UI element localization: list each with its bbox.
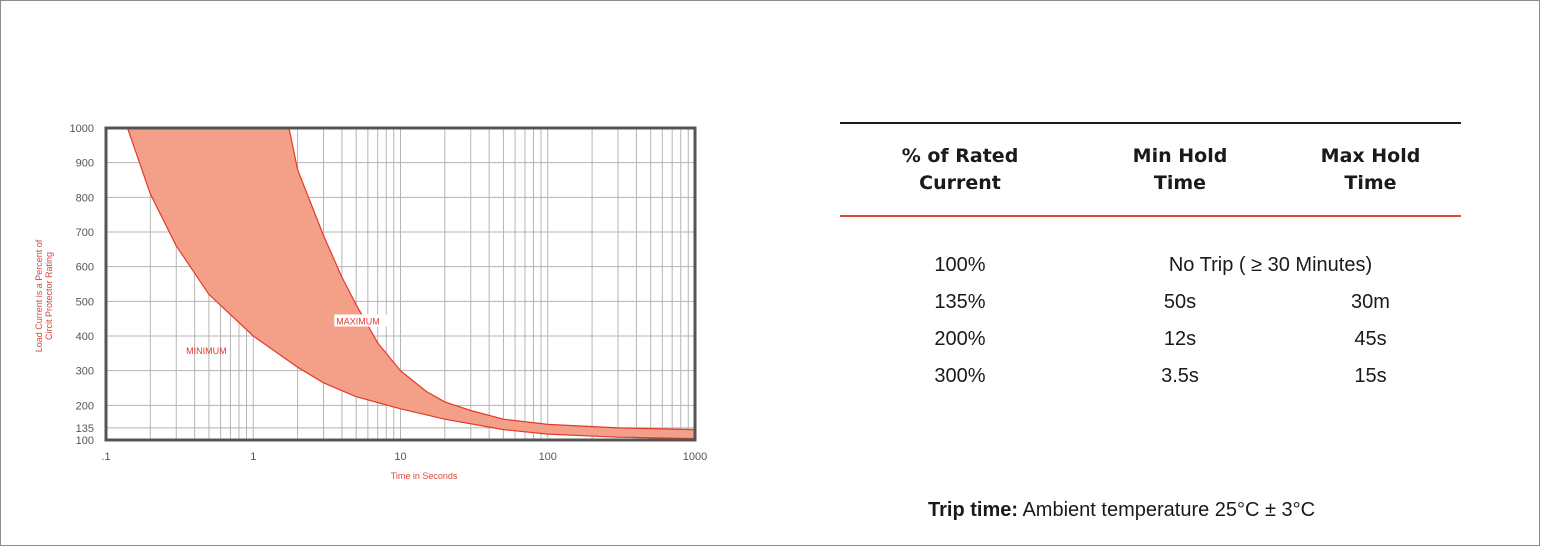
cell-min: 12s xyxy=(1163,328,1197,350)
cell-pct: 300% xyxy=(934,365,986,387)
trip-time-table: % of Rated Current Min Hold Time Max Hol… xyxy=(840,122,1461,395)
y-tick-label: 100 xyxy=(76,435,94,447)
trip-time-note: Trip time: Ambient temperature 25°C ± 3°… xyxy=(928,499,1315,522)
header-min-hold: Min Hold Time xyxy=(1132,145,1228,194)
table-row: 200% 12s 45s xyxy=(840,321,1461,358)
table-row: 300% 3.5s 15s xyxy=(840,358,1461,395)
note-text: Ambient temperature 25°C ± 3°C xyxy=(1018,499,1316,521)
minimum-curve xyxy=(126,127,696,440)
y-tick-label: 600 xyxy=(76,262,94,274)
table-body: 100% No Trip ( ≥ 30 Minutes) 135% 50s 30… xyxy=(840,217,1461,395)
cell-max: 15s xyxy=(1354,365,1387,387)
y-axis-title: Load Current is a Percent ofCircit Prote… xyxy=(34,239,54,352)
y-axis-title-line: Load Current is a Percent of xyxy=(34,239,44,352)
minimum-label: MINIMUM xyxy=(186,346,227,356)
y-axis-title-line: Circit Protector Rating xyxy=(44,252,54,340)
cell-max: 45s xyxy=(1354,328,1387,350)
cell-pct: 200% xyxy=(934,328,986,350)
note-label: Trip time: xyxy=(928,499,1019,521)
cell-pct: 135% xyxy=(934,291,986,313)
y-tick-label: 500 xyxy=(76,296,94,308)
x-axis-title: Time in Seconds xyxy=(391,471,458,481)
table-header: % of Rated Current Min Hold Time Max Hol… xyxy=(840,124,1461,217)
y-tick-label: 200 xyxy=(76,400,94,412)
y-tick-label: 300 xyxy=(76,366,94,378)
trip-band xyxy=(127,128,695,439)
x-tick-label: 1 xyxy=(250,451,256,463)
y-tick-label: 900 xyxy=(76,158,94,170)
x-tick-label: .1 xyxy=(101,451,110,463)
cell-min: 3.5s xyxy=(1161,365,1199,387)
maximum-label: MAXIMUM xyxy=(336,317,380,327)
plot-frame xyxy=(104,126,697,442)
maximum-curve xyxy=(288,127,696,431)
cell-min: 50s xyxy=(1163,291,1197,313)
table-row: 135% 50s 30m xyxy=(840,284,1461,321)
y-tick-label: 1000 xyxy=(70,123,94,135)
header-max-hold: Max Hold Time xyxy=(1320,145,1421,194)
x-tick-label: 1000 xyxy=(683,451,707,463)
header-rated-current: % of Rated Current xyxy=(901,145,1019,194)
y-tick-label: 800 xyxy=(76,192,94,204)
x-tick-label: 10 xyxy=(394,451,406,463)
cell-pct: 100% xyxy=(934,254,986,276)
maximum-label-bg xyxy=(334,314,390,327)
y-tick-label: 135 xyxy=(76,423,94,435)
cell-max: 30m xyxy=(1351,291,1390,313)
y-tick-label: 700 xyxy=(76,227,94,239)
table-row: 100% No Trip ( ≥ 30 Minutes) xyxy=(840,247,1461,284)
x-tick-label: 100 xyxy=(539,451,557,463)
cell-no-trip: No Trip ( ≥ 30 Minutes) xyxy=(1168,254,1373,276)
y-tick-label: 400 xyxy=(76,331,94,343)
